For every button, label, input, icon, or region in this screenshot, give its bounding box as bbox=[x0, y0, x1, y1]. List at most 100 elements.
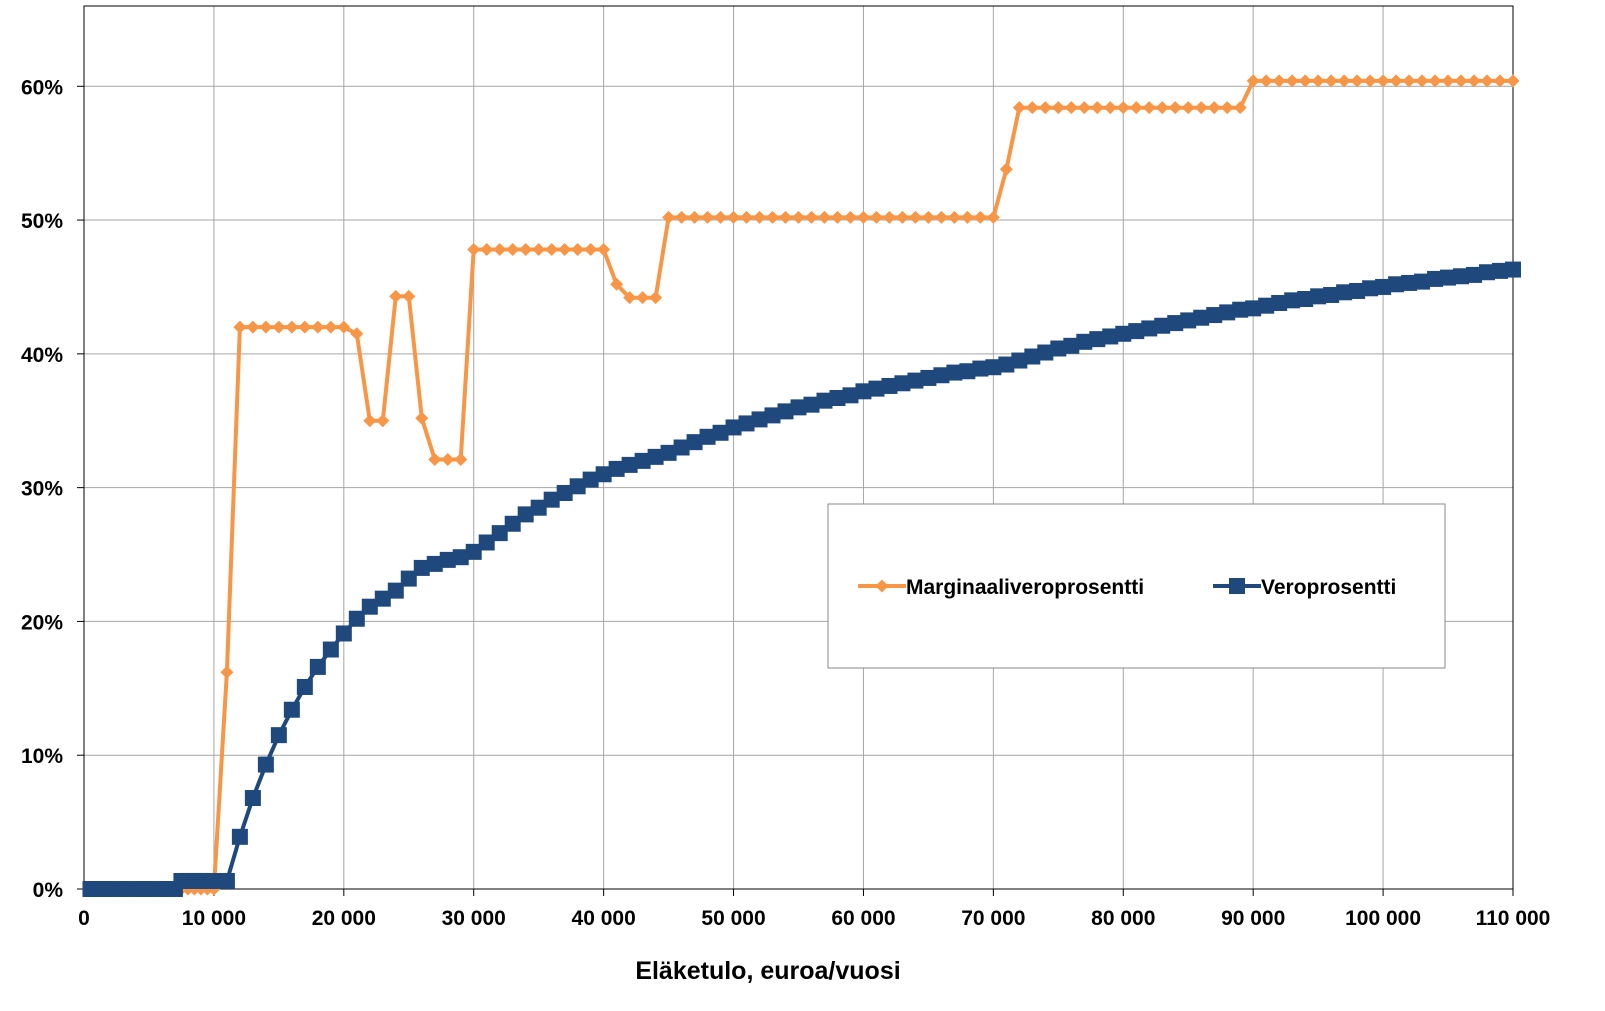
data-point bbox=[376, 414, 390, 428]
x-tick-label: 10 000 bbox=[182, 907, 246, 930]
data-point bbox=[830, 210, 844, 224]
data-point bbox=[686, 434, 703, 451]
data-point bbox=[218, 872, 235, 889]
data-point bbox=[1246, 74, 1260, 88]
data-point bbox=[1025, 101, 1039, 115]
data-point bbox=[1180, 312, 1197, 329]
data-point bbox=[868, 380, 885, 397]
data-point bbox=[246, 320, 260, 334]
data-point bbox=[493, 242, 507, 256]
data-point bbox=[363, 414, 377, 428]
data-point bbox=[1297, 290, 1314, 307]
data-point bbox=[1453, 268, 1470, 285]
data-point bbox=[610, 277, 624, 291]
data-point bbox=[1245, 300, 1262, 317]
data-point bbox=[452, 549, 469, 566]
data-point bbox=[259, 320, 273, 334]
y-tick-label: 30% bbox=[21, 478, 63, 501]
data-point bbox=[738, 415, 755, 432]
data-point bbox=[959, 363, 976, 380]
data-point bbox=[270, 727, 287, 744]
data-point bbox=[1415, 74, 1429, 88]
data-point bbox=[1376, 74, 1390, 88]
data-point bbox=[506, 242, 520, 256]
data-point bbox=[1492, 262, 1509, 279]
data-point bbox=[322, 641, 339, 658]
data-point bbox=[298, 320, 312, 334]
data-point bbox=[272, 320, 286, 334]
data-point bbox=[753, 210, 767, 224]
data-point bbox=[441, 453, 455, 467]
data-point bbox=[311, 320, 325, 334]
data-point bbox=[1050, 340, 1067, 357]
data-point bbox=[1102, 328, 1119, 345]
data-point bbox=[556, 484, 573, 501]
data-point bbox=[634, 452, 651, 469]
x-tick-label: 30 000 bbox=[442, 907, 506, 930]
data-point bbox=[324, 320, 338, 334]
data-point bbox=[842, 387, 859, 404]
data-point bbox=[350, 327, 364, 341]
data-point bbox=[220, 665, 234, 679]
data-point bbox=[1193, 309, 1210, 326]
plot-area-border bbox=[83, 5, 1514, 890]
x-tick-label: 80 000 bbox=[1091, 907, 1155, 930]
x-tick-label: 90 000 bbox=[1221, 907, 1285, 930]
data-point bbox=[817, 210, 831, 224]
x-tick-label: 40 000 bbox=[572, 907, 636, 930]
data-point bbox=[1311, 74, 1325, 88]
data-point bbox=[348, 610, 365, 627]
data-point bbox=[233, 320, 247, 334]
data-point bbox=[285, 320, 299, 334]
data-point bbox=[467, 242, 481, 256]
data-point bbox=[1181, 101, 1195, 115]
data-point bbox=[296, 678, 313, 695]
legend-marker-square bbox=[1229, 578, 1245, 594]
legend-label-veroprosentti: Veroprosentti bbox=[1261, 576, 1396, 599]
data-point bbox=[1479, 264, 1496, 281]
data-point bbox=[998, 356, 1015, 373]
x-tick-label: 20 000 bbox=[312, 907, 376, 930]
data-point bbox=[895, 210, 909, 224]
data-point bbox=[478, 534, 495, 551]
data-point bbox=[1038, 101, 1052, 115]
data-point bbox=[1090, 101, 1104, 115]
data-point bbox=[986, 210, 1000, 224]
data-point bbox=[480, 242, 494, 256]
data-point bbox=[1233, 101, 1247, 115]
data-point bbox=[337, 320, 351, 334]
y-axis-tick-labels: 0% 10% 20% 30% 40% 50% 60% bbox=[21, 76, 63, 902]
data-point bbox=[1363, 74, 1377, 88]
data-point bbox=[673, 439, 690, 456]
data-point bbox=[257, 756, 274, 773]
data-point bbox=[413, 559, 430, 576]
x-tick-label: 110 000 bbox=[1476, 907, 1551, 930]
data-point bbox=[374, 590, 391, 607]
series-layer bbox=[82, 74, 1521, 897]
y-tick-label: 10% bbox=[21, 745, 63, 768]
data-point bbox=[894, 375, 911, 392]
data-point bbox=[804, 210, 818, 224]
data-point bbox=[532, 242, 546, 256]
data-point bbox=[1232, 301, 1249, 318]
data-point bbox=[1129, 101, 1143, 115]
data-point bbox=[816, 392, 833, 409]
data-point bbox=[426, 555, 443, 572]
data-point bbox=[1024, 348, 1041, 365]
data-point bbox=[973, 210, 987, 224]
data-point bbox=[1414, 273, 1431, 290]
data-point bbox=[777, 403, 794, 420]
data-point bbox=[1298, 74, 1312, 88]
data-point bbox=[1259, 74, 1273, 88]
data-point bbox=[1285, 74, 1299, 88]
data-point bbox=[387, 582, 404, 599]
data-point bbox=[608, 460, 625, 477]
data-point bbox=[558, 242, 572, 256]
x-tick-label: 60 000 bbox=[831, 907, 895, 930]
data-point bbox=[1336, 284, 1353, 301]
y-tick-label: 50% bbox=[21, 210, 63, 233]
data-point bbox=[701, 210, 715, 224]
x-tick-label: 0 bbox=[78, 907, 90, 930]
data-point bbox=[1219, 304, 1236, 321]
y-tick-label: 60% bbox=[21, 76, 63, 99]
